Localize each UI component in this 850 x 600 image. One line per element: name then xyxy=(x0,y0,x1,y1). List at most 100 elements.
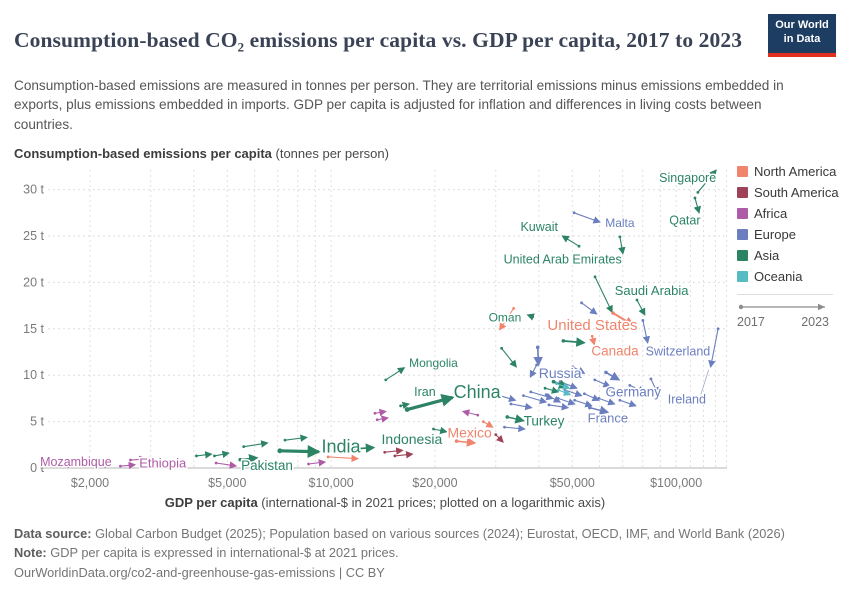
country-arrow[interactable] xyxy=(544,393,562,403)
country-arrow[interactable] xyxy=(283,434,308,442)
country-label-saudi-arabia[interactable]: Saudi Arabia xyxy=(613,282,690,300)
country-label-oman[interactable]: Oman xyxy=(487,309,523,326)
country-label-ireland[interactable]: Ireland xyxy=(666,391,707,408)
country-label-iran[interactable]: Iran xyxy=(413,384,438,401)
singapore-arrow[interactable] xyxy=(696,169,717,194)
country-arrow[interactable] xyxy=(649,377,659,395)
country-arrow[interactable] xyxy=(375,415,389,423)
country-label-ethiopia[interactable]: Ethiopia xyxy=(138,454,189,472)
legend-item-africa[interactable]: Africa xyxy=(737,206,845,221)
oman-arrow[interactable] xyxy=(526,313,535,321)
country-arrow[interactable] xyxy=(573,398,593,408)
country-label-indonesia[interactable]: Indonesia xyxy=(380,429,444,448)
license-line[interactable]: OurWorldinData.org/co2-and-greenhouse-ga… xyxy=(14,564,385,580)
country-label-india[interactable]: India xyxy=(320,435,363,458)
france-arrow[interactable] xyxy=(588,405,610,415)
country-label-france[interactable]: France xyxy=(586,409,629,427)
country-arrow[interactable] xyxy=(500,346,517,368)
country-arrow[interactable] xyxy=(547,403,570,411)
country-arrow[interactable] xyxy=(195,451,213,459)
country-label-russia[interactable]: Russia xyxy=(537,364,583,383)
iran-arrow[interactable] xyxy=(399,401,410,410)
united-arab-emirates-arrow[interactable] xyxy=(618,235,626,255)
country-label-qatar[interactable]: Qatar xyxy=(668,212,702,229)
malta-arrow[interactable] xyxy=(572,211,601,224)
qatar-arrow[interactable] xyxy=(693,196,701,214)
country-arrow[interactable] xyxy=(529,390,554,401)
country-label-mongolia[interactable]: Mongolia xyxy=(408,355,460,372)
country-arrow[interactable] xyxy=(494,433,504,443)
country-label-united-arab-emirates[interactable]: United Arab Emirates xyxy=(502,251,623,268)
country-arrow[interactable] xyxy=(543,386,560,394)
country-arrow[interactable] xyxy=(242,440,269,449)
country-label-china[interactable]: China xyxy=(452,381,503,404)
country-arrow[interactable] xyxy=(593,378,611,388)
country-arrow[interactable] xyxy=(618,398,637,408)
ireland-arrow[interactable] xyxy=(708,327,720,368)
country-arrow[interactable] xyxy=(129,455,147,464)
country-label-malta[interactable]: Malta xyxy=(604,215,637,232)
owid-logo[interactable]: Our World in Data xyxy=(768,14,836,57)
kuwait-arrow[interactable] xyxy=(561,235,581,248)
mexico-arrow[interactable] xyxy=(454,437,477,447)
country-arrow[interactable] xyxy=(373,408,387,417)
country-arrow[interactable] xyxy=(597,397,616,406)
country-arrow[interactable] xyxy=(557,388,572,396)
country-label-kuwait[interactable]: Kuwait xyxy=(519,218,560,235)
united-states-arrow[interactable] xyxy=(611,311,635,326)
country-arrow[interactable] xyxy=(461,409,480,417)
switzerland-arrow[interactable] xyxy=(641,319,651,344)
country-arrow[interactable] xyxy=(481,420,494,428)
country-arrow[interactable] xyxy=(393,451,414,459)
country-arrow[interactable] xyxy=(383,447,404,455)
country-arrow[interactable] xyxy=(556,397,576,406)
country-arrow[interactable] xyxy=(522,394,548,404)
country-label-mexico[interactable]: Mexico xyxy=(446,423,494,442)
pakistan-arrow[interactable] xyxy=(238,453,259,464)
germany-arrow[interactable] xyxy=(604,370,621,381)
country-arrow[interactable] xyxy=(580,301,598,315)
india-arrow[interactable] xyxy=(277,444,321,458)
country-arrow[interactable] xyxy=(213,450,230,459)
country-arrow[interactable] xyxy=(628,384,646,393)
mozambique-arrow[interactable] xyxy=(60,460,75,469)
country-arrow[interactable] xyxy=(498,394,517,403)
legend-item-asia[interactable]: Asia xyxy=(737,248,845,263)
country-label-canada[interactable]: Canada xyxy=(590,342,641,360)
country-arrow[interactable] xyxy=(93,460,112,469)
country-arrow[interactable] xyxy=(561,337,586,347)
country-arrow[interactable] xyxy=(432,426,448,435)
country-label-singapore[interactable]: Singapore xyxy=(658,169,718,186)
country-arrow[interactable] xyxy=(503,424,526,433)
country-arrow[interactable] xyxy=(608,388,626,397)
country-label-germany[interactable]: Germany xyxy=(604,383,663,401)
indonesia-arrow[interactable] xyxy=(350,443,376,453)
legend-item-north-america[interactable]: North America xyxy=(737,164,845,179)
country-arrow[interactable] xyxy=(509,402,533,411)
canada-arrow[interactable] xyxy=(589,334,597,346)
country-arrow[interactable] xyxy=(582,392,600,402)
mongolia-arrow[interactable] xyxy=(384,367,406,382)
saudi-arabia-arrow[interactable] xyxy=(593,275,613,314)
country-arrow[interactable] xyxy=(563,388,583,398)
turkey-arrow[interactable] xyxy=(505,414,525,424)
country-label-pakistan[interactable]: Pakistan xyxy=(240,456,295,474)
country-label-united-states[interactable]: United States xyxy=(546,316,639,336)
country-label-mozambique[interactable]: Mozambique xyxy=(39,454,114,471)
country-label-switzerland[interactable]: Switzerland xyxy=(644,343,712,360)
china-arrow[interactable] xyxy=(404,394,455,412)
country-arrow[interactable] xyxy=(326,454,359,463)
legend-item-oceania[interactable]: Oceania xyxy=(737,269,845,284)
country-arrow[interactable] xyxy=(571,365,586,374)
legend-item-europe[interactable]: Europe xyxy=(737,227,845,242)
country-arrow[interactable] xyxy=(214,461,238,469)
country-label-turkey[interactable]: Turkey xyxy=(522,412,566,430)
ethiopia-arrow[interactable] xyxy=(119,461,137,470)
country-arrow[interactable] xyxy=(635,298,646,316)
country-arrow[interactable] xyxy=(307,459,327,467)
country-arrow[interactable] xyxy=(499,306,516,331)
legend-item-south-america[interactable]: South America xyxy=(737,185,845,200)
country-arrow[interactable] xyxy=(555,382,571,390)
russia-arrow[interactable] xyxy=(533,345,543,367)
